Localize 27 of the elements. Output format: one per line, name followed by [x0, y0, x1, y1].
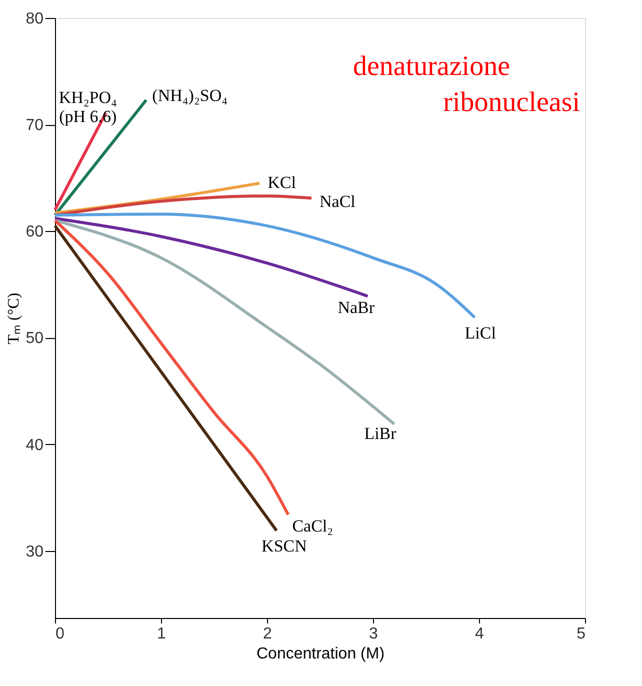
- x-tick-label: 1: [157, 626, 166, 642]
- annotation: ribonucleasi: [443, 87, 580, 118]
- y-tick-label: 40: [26, 436, 44, 454]
- series-label: KCl: [268, 173, 296, 192]
- series-label: CaCl₂: [292, 516, 334, 536]
- y-tick-label: 80: [26, 10, 44, 28]
- line-series: [54, 218, 396, 426]
- x-axis-title: Concentration (M): [256, 646, 385, 662]
- y-tick-label: 70: [26, 117, 44, 134]
- y-tick-label: 60: [26, 224, 44, 241]
- x-tick-label: 2: [263, 626, 272, 642]
- series-label: LiCl: [464, 323, 496, 342]
- series-label: (NH₄)₂SO₄: [152, 86, 228, 106]
- y-tick-label: 30: [26, 543, 44, 560]
- x-tick-label: 4: [475, 626, 484, 642]
- y-tick-label: 50: [26, 330, 44, 348]
- y-axis-title: Tₘ (°C): [6, 292, 23, 344]
- series-label: NaBr: [338, 298, 375, 318]
- line-series: [54, 212, 476, 319]
- x-tick-label: 5: [576, 626, 586, 642]
- series-label: KSCN: [262, 536, 307, 556]
- series-label: LiBr: [364, 424, 397, 444]
- line-series: [54, 216, 370, 298]
- annotation: denaturazione: [352, 51, 510, 82]
- x-tick-label: 3: [369, 626, 378, 642]
- x-tick-label: 0: [56, 626, 64, 642]
- series-label: NaCl: [320, 192, 356, 212]
